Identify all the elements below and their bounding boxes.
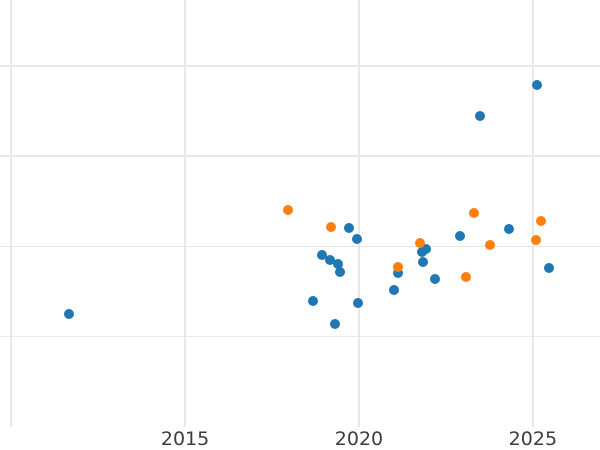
data-point-orange: [283, 205, 294, 216]
data-point-orange: [535, 216, 546, 227]
horizontal-gridline-3: [0, 155, 600, 157]
vertical-gridline-2015: [184, 0, 186, 427]
data-point-blue: [503, 224, 514, 235]
data-point-blue: [343, 223, 354, 234]
data-point-blue: [475, 111, 485, 122]
data-point-blue: [532, 79, 543, 90]
data-point-blue: [325, 254, 336, 265]
x-tick-label-2020: 2020: [334, 428, 384, 450]
data-point-blue: [420, 244, 431, 255]
data-point-blue: [352, 298, 363, 309]
data-point-blue: [329, 319, 340, 330]
data-point-blue: [392, 267, 403, 278]
data-point-orange: [484, 239, 495, 250]
data-point-blue: [308, 295, 319, 306]
data-point-orange: [414, 237, 425, 248]
plot-area: [0, 0, 600, 427]
vertical-gridline-2020: [358, 0, 360, 427]
data-point-blue: [333, 259, 344, 270]
data-point-orange: [531, 235, 542, 246]
data-point-blue: [389, 284, 400, 295]
horizontal-gridline-4: [0, 65, 600, 67]
vertical-gridline-2025: [532, 0, 534, 427]
data-point-blue: [544, 263, 555, 274]
horizontal-gridline-2: [0, 245, 600, 248]
data-point-orange: [468, 208, 479, 218]
data-point-blue: [334, 266, 345, 277]
horizontal-gridline-1: [0, 335, 600, 338]
data-point-orange: [392, 262, 403, 273]
x-axis: 2015 2020 2025: [0, 427, 600, 450]
data-point-blue: [430, 273, 441, 284]
data-point-orange: [326, 222, 337, 233]
data-point-blue: [351, 234, 362, 245]
data-point-blue: [454, 230, 465, 241]
x-tick-label-2025: 2025: [508, 428, 558, 450]
data-point-orange: [461, 272, 472, 283]
x-tick-label-2015: 2015: [160, 428, 210, 450]
data-point-blue: [418, 256, 429, 267]
vertical-gridline-2010: [10, 0, 12, 427]
data-point-blue: [64, 309, 75, 320]
data-point-blue: [317, 250, 328, 261]
